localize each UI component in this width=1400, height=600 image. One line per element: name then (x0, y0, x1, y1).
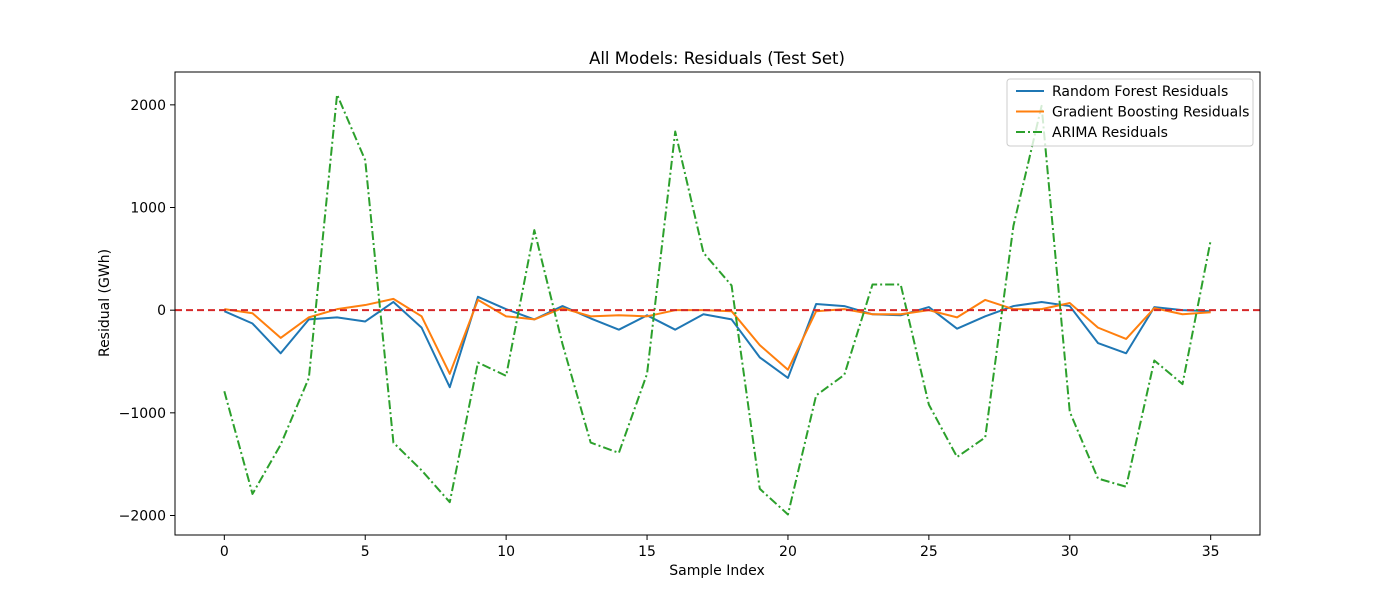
x-tick-label: 15 (638, 544, 656, 560)
y-tick-label: 0 (157, 303, 166, 319)
plot-area (175, 93, 1260, 516)
y-tick-label: −2000 (119, 508, 166, 524)
legend-label-2: Gradient Boosting Residuals (1052, 105, 1249, 121)
y-axis-label: Residual (GWh) (97, 249, 113, 357)
x-axis-label: Sample Index (669, 563, 764, 579)
series-line-1 (223, 295, 1211, 389)
x-tick-label: 25 (920, 544, 938, 560)
legend-label-1: Random Forest Residuals (1052, 84, 1228, 100)
legend-box (1006, 78, 1254, 147)
x-tick-label: 35 (1202, 544, 1220, 560)
legend-label-3: ARIMA Residuals (1052, 125, 1168, 141)
x-tick-label: 30 (1061, 544, 1079, 560)
chart-title: All Models: Residuals (Test Set) (589, 49, 845, 68)
x-tick-label: 5 (361, 544, 370, 560)
x-tick-label: 10 (497, 544, 515, 560)
x-tick-label: 20 (779, 544, 797, 560)
x-tick-label: 0 (220, 544, 229, 560)
axes-frame (174, 71, 1261, 536)
axes: 0 5 10 15 20 25 30 35 −2000 −1000 0 1000 2000 (119, 71, 1261, 560)
y-tick-label: 1000 (130, 201, 166, 217)
y-tick-label: 2000 (130, 98, 166, 114)
legend: Random Forest Residuals Gradient Boosting… (1006, 78, 1254, 147)
y-tick-label: −1000 (119, 406, 166, 422)
series-line-3 (223, 93, 1212, 516)
